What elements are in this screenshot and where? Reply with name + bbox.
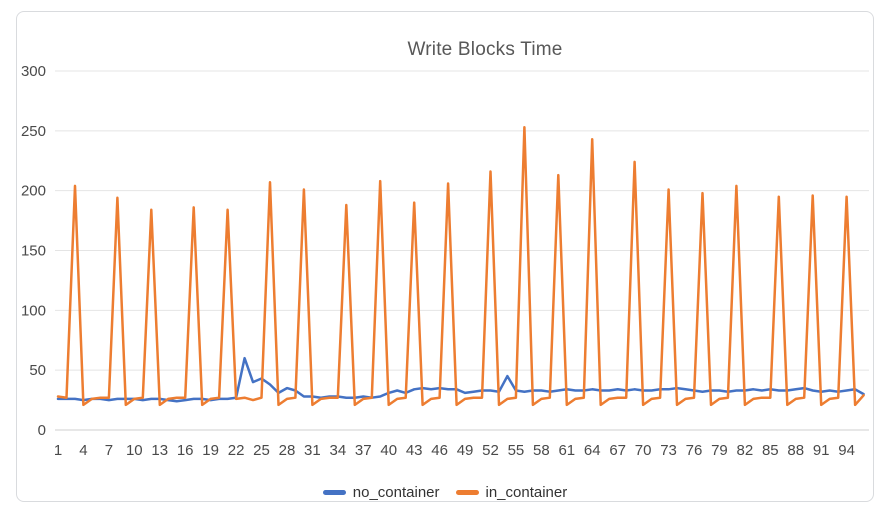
x-axis-tick-label: 85 [762,442,779,459]
legend-line-swatch-orange-icon [455,490,479,495]
y-axis-tick-label: 200 [21,183,46,200]
x-axis-tick-label: 22 [228,442,245,459]
legend-line-swatch-blue-icon [322,490,346,495]
y-axis-tick-label: 250 [21,123,46,140]
series-line-in_container [56,125,865,407]
x-axis-tick-label: 73 [660,442,677,459]
legend-label-in-container: in_container [485,484,568,501]
x-axis-tick-label: 4 [79,442,87,459]
x-axis-tick-label: 88 [787,442,804,459]
legend-item-in-container: in_container [455,484,568,501]
x-axis-tick-label: 19 [202,442,219,459]
x-axis-tick-label: 82 [737,442,754,459]
x-axis-tick-label: 13 [151,442,168,459]
y-axis-tick-label: 100 [21,302,46,319]
y-axis-tick-label: 50 [29,362,46,379]
x-axis-tick-label: 49 [457,442,474,459]
x-axis-tick-label: 31 [304,442,321,459]
x-axis-tick-label: 91 [813,442,830,459]
x-axis-tick-label: 61 [558,442,575,459]
x-axis-tick-label: 28 [279,442,296,459]
x-axis-tick-label: 79 [711,442,728,459]
x-axis-tick-label: 16 [177,442,194,459]
legend-label-no-container: no_container [352,484,440,501]
x-axis-tick-label: 46 [431,442,448,459]
x-axis-tick-label: 64 [584,442,601,459]
x-axis-tick-label: 94 [838,442,855,459]
x-axis-tick-label: 1 [54,442,62,459]
y-axis-tick-label: 150 [21,243,46,260]
x-axis-tick-label: 43 [406,442,423,459]
legend-item-no-container: no_container [322,484,440,501]
x-axis-tick-label: 25 [253,442,270,459]
x-axis-tick-label: 7 [105,442,113,459]
x-axis-tick-label: 70 [635,442,652,459]
x-axis-tick-label: 40 [380,442,397,459]
y-axis-tick-label: 300 [21,63,46,80]
x-axis-tick-label: 34 [329,442,346,459]
x-axis-tick-label: 52 [482,442,499,459]
chart-title: Write Blocks Time [407,39,563,60]
x-axis-tick-label: 58 [533,442,550,459]
x-axis-tick-label: 37 [355,442,372,459]
x-axis-tick-label: 55 [508,442,525,459]
chart-legend: no_container in_container [17,484,873,501]
x-axis-tick-label: 76 [686,442,703,459]
x-axis-tick-label: 10 [126,442,143,459]
y-axis-tick-label: 0 [38,422,46,439]
x-axis-tick-label: 67 [609,442,626,459]
